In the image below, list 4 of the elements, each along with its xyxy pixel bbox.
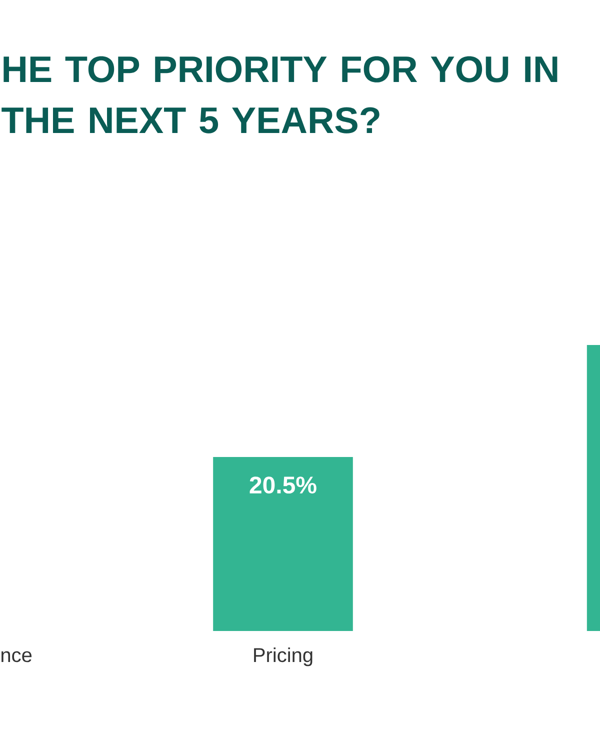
chart-title: HE TOP PRIORITY FOR YOU IN THE NEXT 5 YEARS? — [2, 56, 558, 134]
data-label: 20.5% — [250, 476, 316, 494]
x-tick-label: Pricing — [254, 648, 312, 666]
x-tick-label: nce — [2, 651, 32, 662]
